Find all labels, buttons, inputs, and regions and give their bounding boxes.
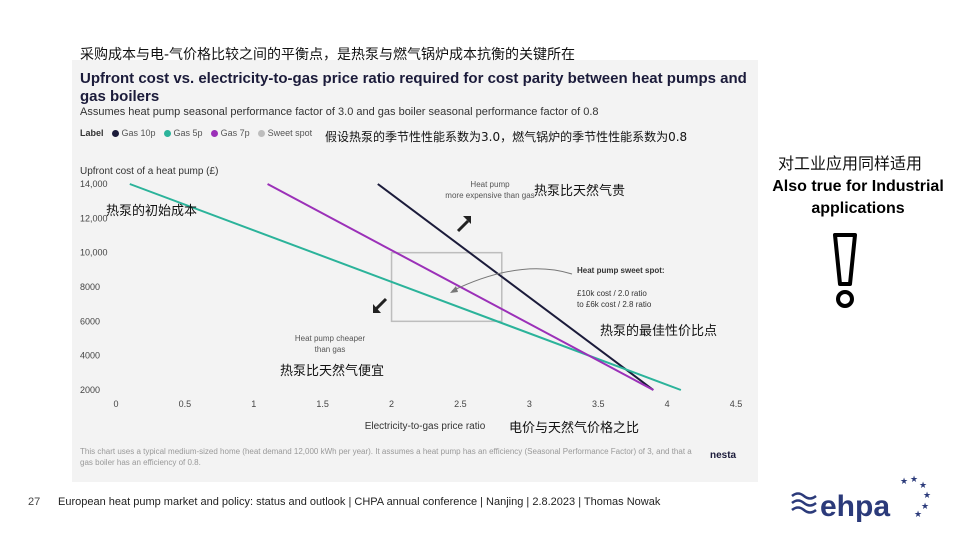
annotation-cop-cn: 假设热泵的季节性性能系数为3.0，燃气锅炉的季节性性能系数为0.8 [325,130,688,144]
logo-stars-icon: ★ ★★ ★★★ [900,474,931,519]
y-tick-label: 12,000 [80,213,108,223]
side-note-cn: 对工业应用同样适用 [778,154,923,173]
chart-subtitle: Assumes heat pump seasonal performance f… [80,106,599,118]
chart-panel [72,60,758,482]
x-tick-label: 3.5 [592,399,605,409]
x-tick-label: 4 [665,399,670,409]
svg-text:★: ★ [910,474,918,484]
annotation-initial-cost-cn: 热泵的初始成本 [106,204,198,219]
page-number: 27 [28,496,41,508]
y-tick-label: 14,000 [80,179,108,189]
arrow-down-left-head-icon [373,304,381,313]
legend-text-gas-5p: Gas 5p [173,128,203,138]
x-tick-label: 4.5 [730,399,743,409]
x-tick-label: 1.5 [316,399,329,409]
legend-swatch-gas-5p [163,129,171,137]
nesta-logo: nesta [710,450,737,461]
annotation-sweet-line2: to £6k cost / 2.8 ratio [577,300,652,309]
exclamation-icon [833,233,857,308]
sweet-spot-region [390,251,503,323]
svg-text:★: ★ [921,501,929,511]
side-note-en: Also true for Industrial applications [772,178,944,217]
sweet-spot-pointer-head-icon [450,286,458,293]
y-tick-label: 8000 [80,282,100,292]
legend-item-sweet-spot: Sweet spot [257,128,313,138]
chart-legend: Label Gas 10p Gas 5p Gas 7p Sweet spot [80,128,316,138]
annotation-sweet-line1: £10k cost / 2.0 ratio [577,289,647,298]
legend-item-gas-10p: Gas 10p [111,128,156,138]
legend-item-gas-5p: Gas 5p [163,128,203,138]
top-note-cn: 采购成本与电-气价格比较之间的平衡点，是热泵与燃气锅炉成本抗衡的关键所在 [80,47,576,63]
x-tick-label: 2 [389,399,394,409]
legend-swatch-sweet-spot [257,129,265,137]
x-axis-ticks: 0 0.5 1 1.5 2 2.5 3 3.5 4 4.5 [113,399,742,409]
y-axis-label: Upfront cost of a heat pump (£) [80,166,219,177]
x-tick-label: 0 [113,399,118,409]
annotation-more-expensive-1: Heat pump [470,180,510,189]
arrow-up-right-icon [456,219,470,233]
y-tick-label: 6000 [80,316,100,326]
y-tick-label: 4000 [80,351,100,361]
footer-text: European heat pump market and policy: st… [58,496,661,508]
x-tick-label: 1 [251,399,256,409]
x-tick-label: 0.5 [179,399,192,409]
legend-item-gas-7p: Gas 7p [210,128,250,138]
legend-swatch-gas-10p [111,129,119,137]
legend-text-gas-10p: Gas 10p [121,128,156,138]
annotation-sweet-title-1: Heat pump sweet spot: [577,266,665,275]
logo-text: ehpa [820,490,890,523]
annotation-cheaper-cn: 热泵比天然气便宜 [280,364,385,379]
ehpa-logo: ehpa ★ ★★ ★★★ [791,474,931,523]
series-line-gas-5p [129,183,682,391]
series-line-gas-10p [377,183,654,391]
chart-footnote: This chart uses a typical medium-sized h… [80,447,692,467]
chart-title: Upfront cost vs. electricity-to-gas pric… [80,70,747,105]
arrow-down-left-icon [374,297,388,311]
annotation-more-expensive-2: more expensive than gas [445,191,534,200]
arrow-up-right-head-icon [463,216,471,224]
svg-text:★: ★ [923,490,931,500]
x-tick-label: 3 [527,399,532,409]
svg-text:★: ★ [900,476,908,486]
annotation-cheaper-1: Heat pump cheaper [295,334,366,343]
logo-wave-icon [791,492,817,514]
annotation-cheaper-2: than gas [315,345,346,354]
legend-swatch-gas-7p [210,129,218,137]
y-tick-label: 2000 [80,385,100,395]
y-axis-ticks: 14,000 12,000 10,000 8000 6000 4000 2000 [80,179,108,395]
legend-text-gas-7p: Gas 7p [220,128,250,138]
svg-text:★: ★ [919,480,927,490]
sweet-spot-pointer [451,268,573,292]
y-tick-label: 10,000 [80,248,108,258]
series-lines [129,183,682,391]
annotation-best-value-cn: 热泵的最佳性价比点 [600,324,718,339]
annotation-price-ratio-cn: 电价与天然气价格之比 [509,421,640,436]
legend-label: Label [80,128,104,138]
svg-text:★: ★ [914,509,922,519]
legend-text-sweet-spot: Sweet spot [267,128,313,138]
x-tick-label: 2.5 [454,399,467,409]
x-axis-label: Electricity-to-gas price ratio [365,421,486,432]
annotation-more-expensive-cn: 热泵比天然气贵 [534,184,626,199]
